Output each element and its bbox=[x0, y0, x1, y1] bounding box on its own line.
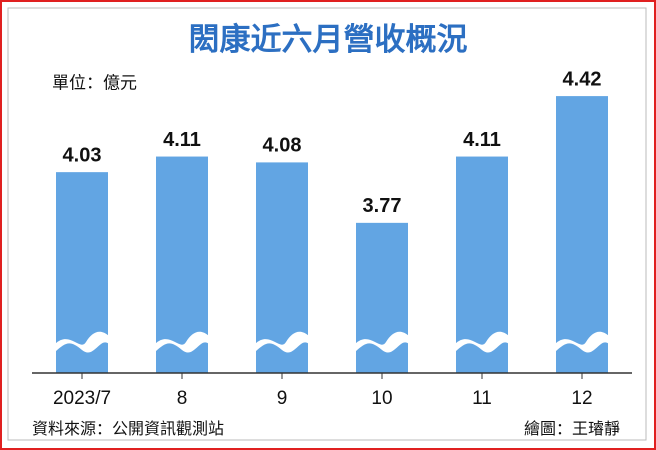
value-label: 4.11 bbox=[163, 129, 201, 151]
value-label: 3.77 bbox=[363, 195, 402, 217]
value-label: 4.03 bbox=[63, 144, 102, 166]
value-label: 4.11 bbox=[463, 129, 501, 151]
axis-break bbox=[455, 331, 509, 353]
axis-break bbox=[355, 331, 409, 353]
x-tick-label: 9 bbox=[277, 388, 288, 409]
x-tick-label: 11 bbox=[472, 388, 492, 409]
axis-break bbox=[255, 331, 309, 353]
axis-break bbox=[555, 331, 609, 353]
x-tick-label: 8 bbox=[177, 388, 188, 409]
value-label: 4.08 bbox=[263, 135, 302, 157]
bar bbox=[356, 222, 408, 373]
x-tick-label: 2023/7 bbox=[53, 388, 111, 409]
x-tick-label: 12 bbox=[571, 388, 592, 409]
axis-break bbox=[55, 331, 109, 353]
bar bbox=[556, 96, 608, 373]
inner-frame bbox=[7, 7, 647, 441]
chart-title: 閎康近六月營收概況 bbox=[189, 22, 468, 57]
axis-break bbox=[155, 331, 209, 353]
unit-label: 單位：億元 bbox=[52, 73, 137, 92]
source: 資料來源：公開資訊觀測站 bbox=[32, 420, 224, 438]
x-tick-label: 10 bbox=[371, 388, 392, 409]
credit: 繪圖：王璿靜 bbox=[524, 419, 620, 438]
value-label: 4.42 bbox=[563, 68, 602, 90]
